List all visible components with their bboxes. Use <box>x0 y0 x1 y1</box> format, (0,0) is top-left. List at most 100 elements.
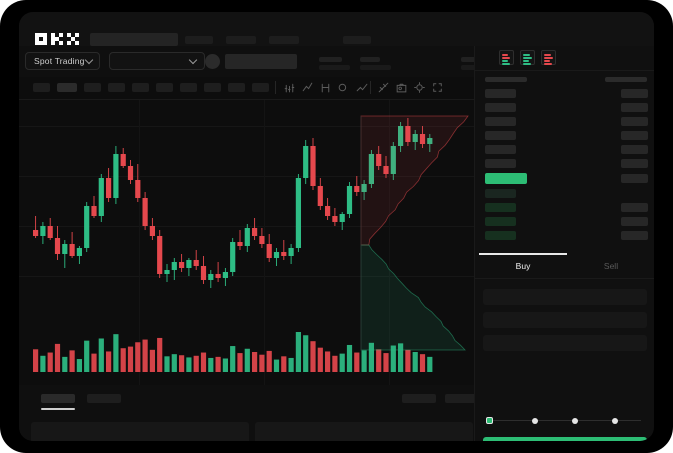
depth-chart <box>360 115 469 351</box>
orderbook-bid-total <box>621 231 648 240</box>
interval-15m[interactable] <box>84 83 101 92</box>
gridline <box>19 276 474 277</box>
bottom-panel-left <box>31 422 249 441</box>
stat-last-price-label <box>319 57 342 62</box>
orderbook-view-both-icon[interactable] <box>499 50 514 65</box>
line-chart-icon[interactable] <box>355 81 368 94</box>
coin-avatar <box>205 54 220 69</box>
interval-4h[interactable] <box>156 83 173 92</box>
orderbook-ask-row[interactable] <box>485 131 516 140</box>
bottom-action-2[interactable] <box>445 394 479 403</box>
nav-item-2[interactable] <box>226 36 256 44</box>
trading-pair-selector[interactable] <box>109 52 205 70</box>
percent-slider-node-25[interactable] <box>532 418 538 424</box>
tab-sell[interactable]: Sell <box>567 256 654 276</box>
order-amount-field[interactable] <box>483 312 647 328</box>
toolbar-divider <box>275 81 276 94</box>
nav-item-4[interactable] <box>343 36 371 44</box>
orderbook-bid-row[interactable] <box>485 203 516 212</box>
stat-24h-change-label <box>360 57 380 62</box>
order-price-field[interactable] <box>483 289 647 305</box>
gridline <box>389 100 390 385</box>
stat-last-price-value <box>319 65 350 70</box>
orderbook-ask-total <box>621 89 648 98</box>
interval-1w[interactable] <box>204 83 221 92</box>
settings-icon[interactable] <box>413 81 426 94</box>
top-navigation-bar <box>19 12 654 46</box>
orderbook-ask-total <box>621 159 648 168</box>
indicators-icon[interactable] <box>301 81 314 94</box>
gridline <box>19 126 474 127</box>
measure-icon[interactable] <box>377 81 390 94</box>
global-search-input[interactable] <box>90 33 178 46</box>
tab-sell-label: Sell <box>603 261 619 271</box>
orderbook-bid-total <box>621 203 648 212</box>
orderbook-last-price <box>485 173 527 184</box>
interval-1m[interactable] <box>33 83 50 92</box>
tab-open-orders[interactable] <box>41 394 75 403</box>
orderbook-ask-total <box>621 174 648 183</box>
gridline <box>139 100 140 385</box>
interval-30m[interactable] <box>108 83 125 92</box>
market-type-label: Spot Trading <box>34 56 85 66</box>
tab-buy[interactable]: Buy <box>479 256 567 276</box>
orderbook-bid-row[interactable] <box>485 231 516 240</box>
fullscreen-icon[interactable] <box>431 81 444 94</box>
orderbook-ask-row[interactable] <box>485 117 516 126</box>
interval-1h[interactable] <box>132 83 149 92</box>
percent-slider-node-75[interactable] <box>612 418 618 424</box>
nav-item-3[interactable] <box>269 36 299 44</box>
interval-more[interactable] <box>252 83 269 92</box>
orderbook-view-asks-icon[interactable] <box>541 50 556 65</box>
orderbook-ask-row[interactable] <box>485 103 516 112</box>
orderbook-ask-total <box>621 131 648 140</box>
market-type-selector[interactable]: Spot Trading <box>25 52 100 70</box>
tab-open-orders-underline <box>41 408 75 410</box>
tab-order-history[interactable] <box>87 394 121 403</box>
orderbook-ask-row[interactable] <box>485 159 516 168</box>
candlestick-type-icon[interactable] <box>283 81 296 94</box>
nav-item-1[interactable] <box>185 36 213 44</box>
chevron-down-icon <box>84 55 94 65</box>
gridline <box>19 176 474 177</box>
candlestick-series <box>33 118 433 372</box>
percent-slider-node-0[interactable] <box>486 417 493 424</box>
stat-24h-change-value <box>360 65 391 70</box>
interval-1d[interactable] <box>180 83 197 92</box>
chart-style-icon[interactable] <box>337 81 350 94</box>
orderbook-header-total <box>605 77 647 82</box>
orders-tab-strip <box>19 385 479 441</box>
orderbook-bid-total <box>621 217 648 226</box>
okx-logo[interactable] <box>35 33 79 47</box>
snapshot-icon[interactable] <box>395 81 408 94</box>
toolbar-divider <box>370 81 371 94</box>
gridline <box>19 226 474 227</box>
orderbook-bid-row[interactable] <box>485 217 516 226</box>
app-screen: Spot Trading <box>19 12 654 441</box>
submit-buy-button[interactable] <box>483 437 647 441</box>
compare-icon[interactable] <box>319 81 332 94</box>
tab-buy-label: Buy <box>515 261 531 271</box>
orderbook-header-price <box>485 77 527 82</box>
orderbook-ask-row[interactable] <box>485 145 516 154</box>
order-total-field[interactable] <box>483 335 647 351</box>
bottom-action-1[interactable] <box>402 394 436 403</box>
percent-slider-track[interactable] <box>489 420 641 421</box>
orderbook-view-bids-icon[interactable] <box>520 50 535 65</box>
orderbook-ask-row[interactable] <box>485 89 516 98</box>
orderbook-ask-total <box>621 145 648 154</box>
ticker-value <box>225 54 297 69</box>
orderbook-panel: Buy Sell <box>474 46 654 441</box>
price-chart[interactable] <box>19 100 474 385</box>
orderbook-bid-row[interactable] <box>485 189 516 198</box>
interval-1mo[interactable] <box>228 83 245 92</box>
orderbook-ask-total <box>621 117 648 126</box>
stat-24h-high-label <box>461 57 482 62</box>
orderbook-ask-total <box>621 103 648 112</box>
chevron-down-icon <box>188 55 198 65</box>
bottom-panel-right <box>255 422 473 441</box>
interval-5m[interactable] <box>57 83 77 92</box>
percent-slider-node-50[interactable] <box>572 418 578 424</box>
tab-buy-underline <box>479 253 567 255</box>
